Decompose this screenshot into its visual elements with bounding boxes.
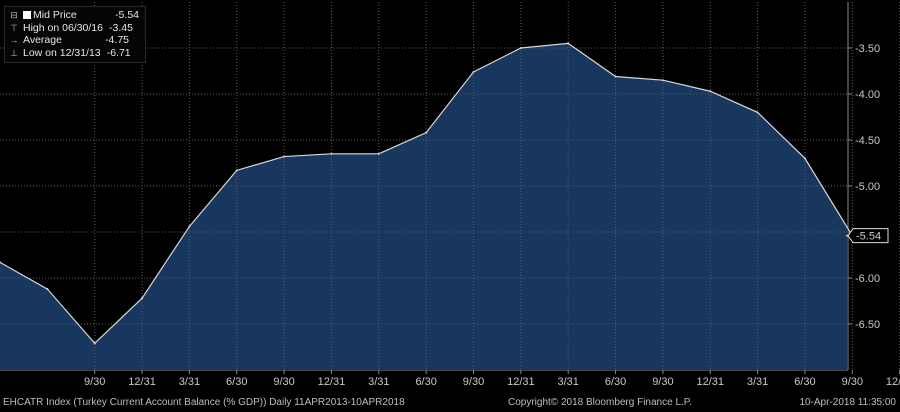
data-point [803,157,806,160]
data-point [188,225,191,228]
legend-label: Mid Price [33,9,77,21]
data-point [235,169,238,172]
legend-value: -5.54 [115,9,139,21]
data-point [709,90,712,93]
legend-label: High on 06/30/16 [23,21,103,34]
legend-value: -3.45 [109,21,133,34]
legend-value: -4.75 [105,34,129,46]
x-tick-label: 9/30 [273,376,294,388]
x-tick-label: 6/30 [415,376,436,388]
legend-label: Average [23,34,62,46]
legend-item-average: → Average -4.75 [9,34,139,47]
data-point [377,152,380,155]
x-tick-label: 6/30 [794,376,815,388]
legend-label: Low on 12/31/13 [23,46,101,59]
footer: EHCATR Index (Turkey Current Account Bal… [0,394,900,412]
series-line-mid-price [0,42,854,345]
x-tick-label: 12/31 [696,376,724,388]
legend-item-mid-price: ⊟ Mid Price -5.54 [9,9,139,22]
x-tick-label: 6/30 [226,376,247,388]
x-tick-label: 9/30 [84,376,105,388]
data-point [141,297,144,300]
x-tick-label: 6/30 [605,376,626,388]
x-tick-label: 12/31 [318,376,346,388]
data-point [330,152,333,155]
legend: ⊟ Mid Price -5.54 ⊤ High on 06/30/16 -3.… [4,6,146,63]
footer-timestamp: 10-Apr-2018 11:35:00 [799,397,896,408]
y-tick-label: -6.50 [855,319,880,331]
data-point [614,75,617,78]
x-tick-label: 12/31 [886,376,900,388]
x-tick-label: 9/30 [463,376,484,388]
x-tick-label: 3/31 [368,376,389,388]
footer-copyright: Copyright© 2018 Bloomberg Finance L.P. [508,397,692,408]
x-tick-label: 3/31 [557,376,578,388]
high-marker-icon: ⊤ [10,22,18,33]
x-tick-label: 12/31 [128,376,156,388]
y-tick-label: -4.50 [855,135,880,147]
footer-security-description: EHCATR Index (Turkey Current Account Bal… [3,397,405,408]
y-tick-label: -6.00 [855,273,880,285]
data-point [283,155,286,158]
data-point [567,42,570,45]
x-tick-label: 9/30 [652,376,673,388]
legend-item-low: ⊥ Low on 12/31/13 -6.71 [9,47,139,60]
last-value-box [847,228,889,244]
x-tick-label: 3/31 [747,376,768,388]
data-point [46,288,49,291]
data-point [425,131,428,134]
data-point [93,342,96,345]
data-point [756,111,759,114]
x-tick-label: 3/31 [179,376,200,388]
average-marker-icon: → [9,35,19,45]
data-point [472,70,475,73]
data-point [519,47,522,49]
collapse-box-icon[interactable]: ⊟ [10,10,18,20]
legend-value: -6.71 [106,46,131,59]
legend-swatch [23,11,31,20]
low-marker-icon: ⊥ [10,47,18,58]
y-tick-label: -5.00 [855,181,880,193]
y-tick-label: -3.50 [855,43,880,55]
x-tick-label: 12/31 [507,376,535,388]
data-point [846,234,848,237]
y-tick-label: -4.00 [855,89,880,101]
legend-item-high: ⊤ High on 06/30/16 -3.45 [9,22,139,35]
data-point [661,79,664,82]
data-point [0,261,1,264]
last-value-label: -5.54 [856,231,881,243]
x-tick-label: 9/30 [842,376,863,388]
